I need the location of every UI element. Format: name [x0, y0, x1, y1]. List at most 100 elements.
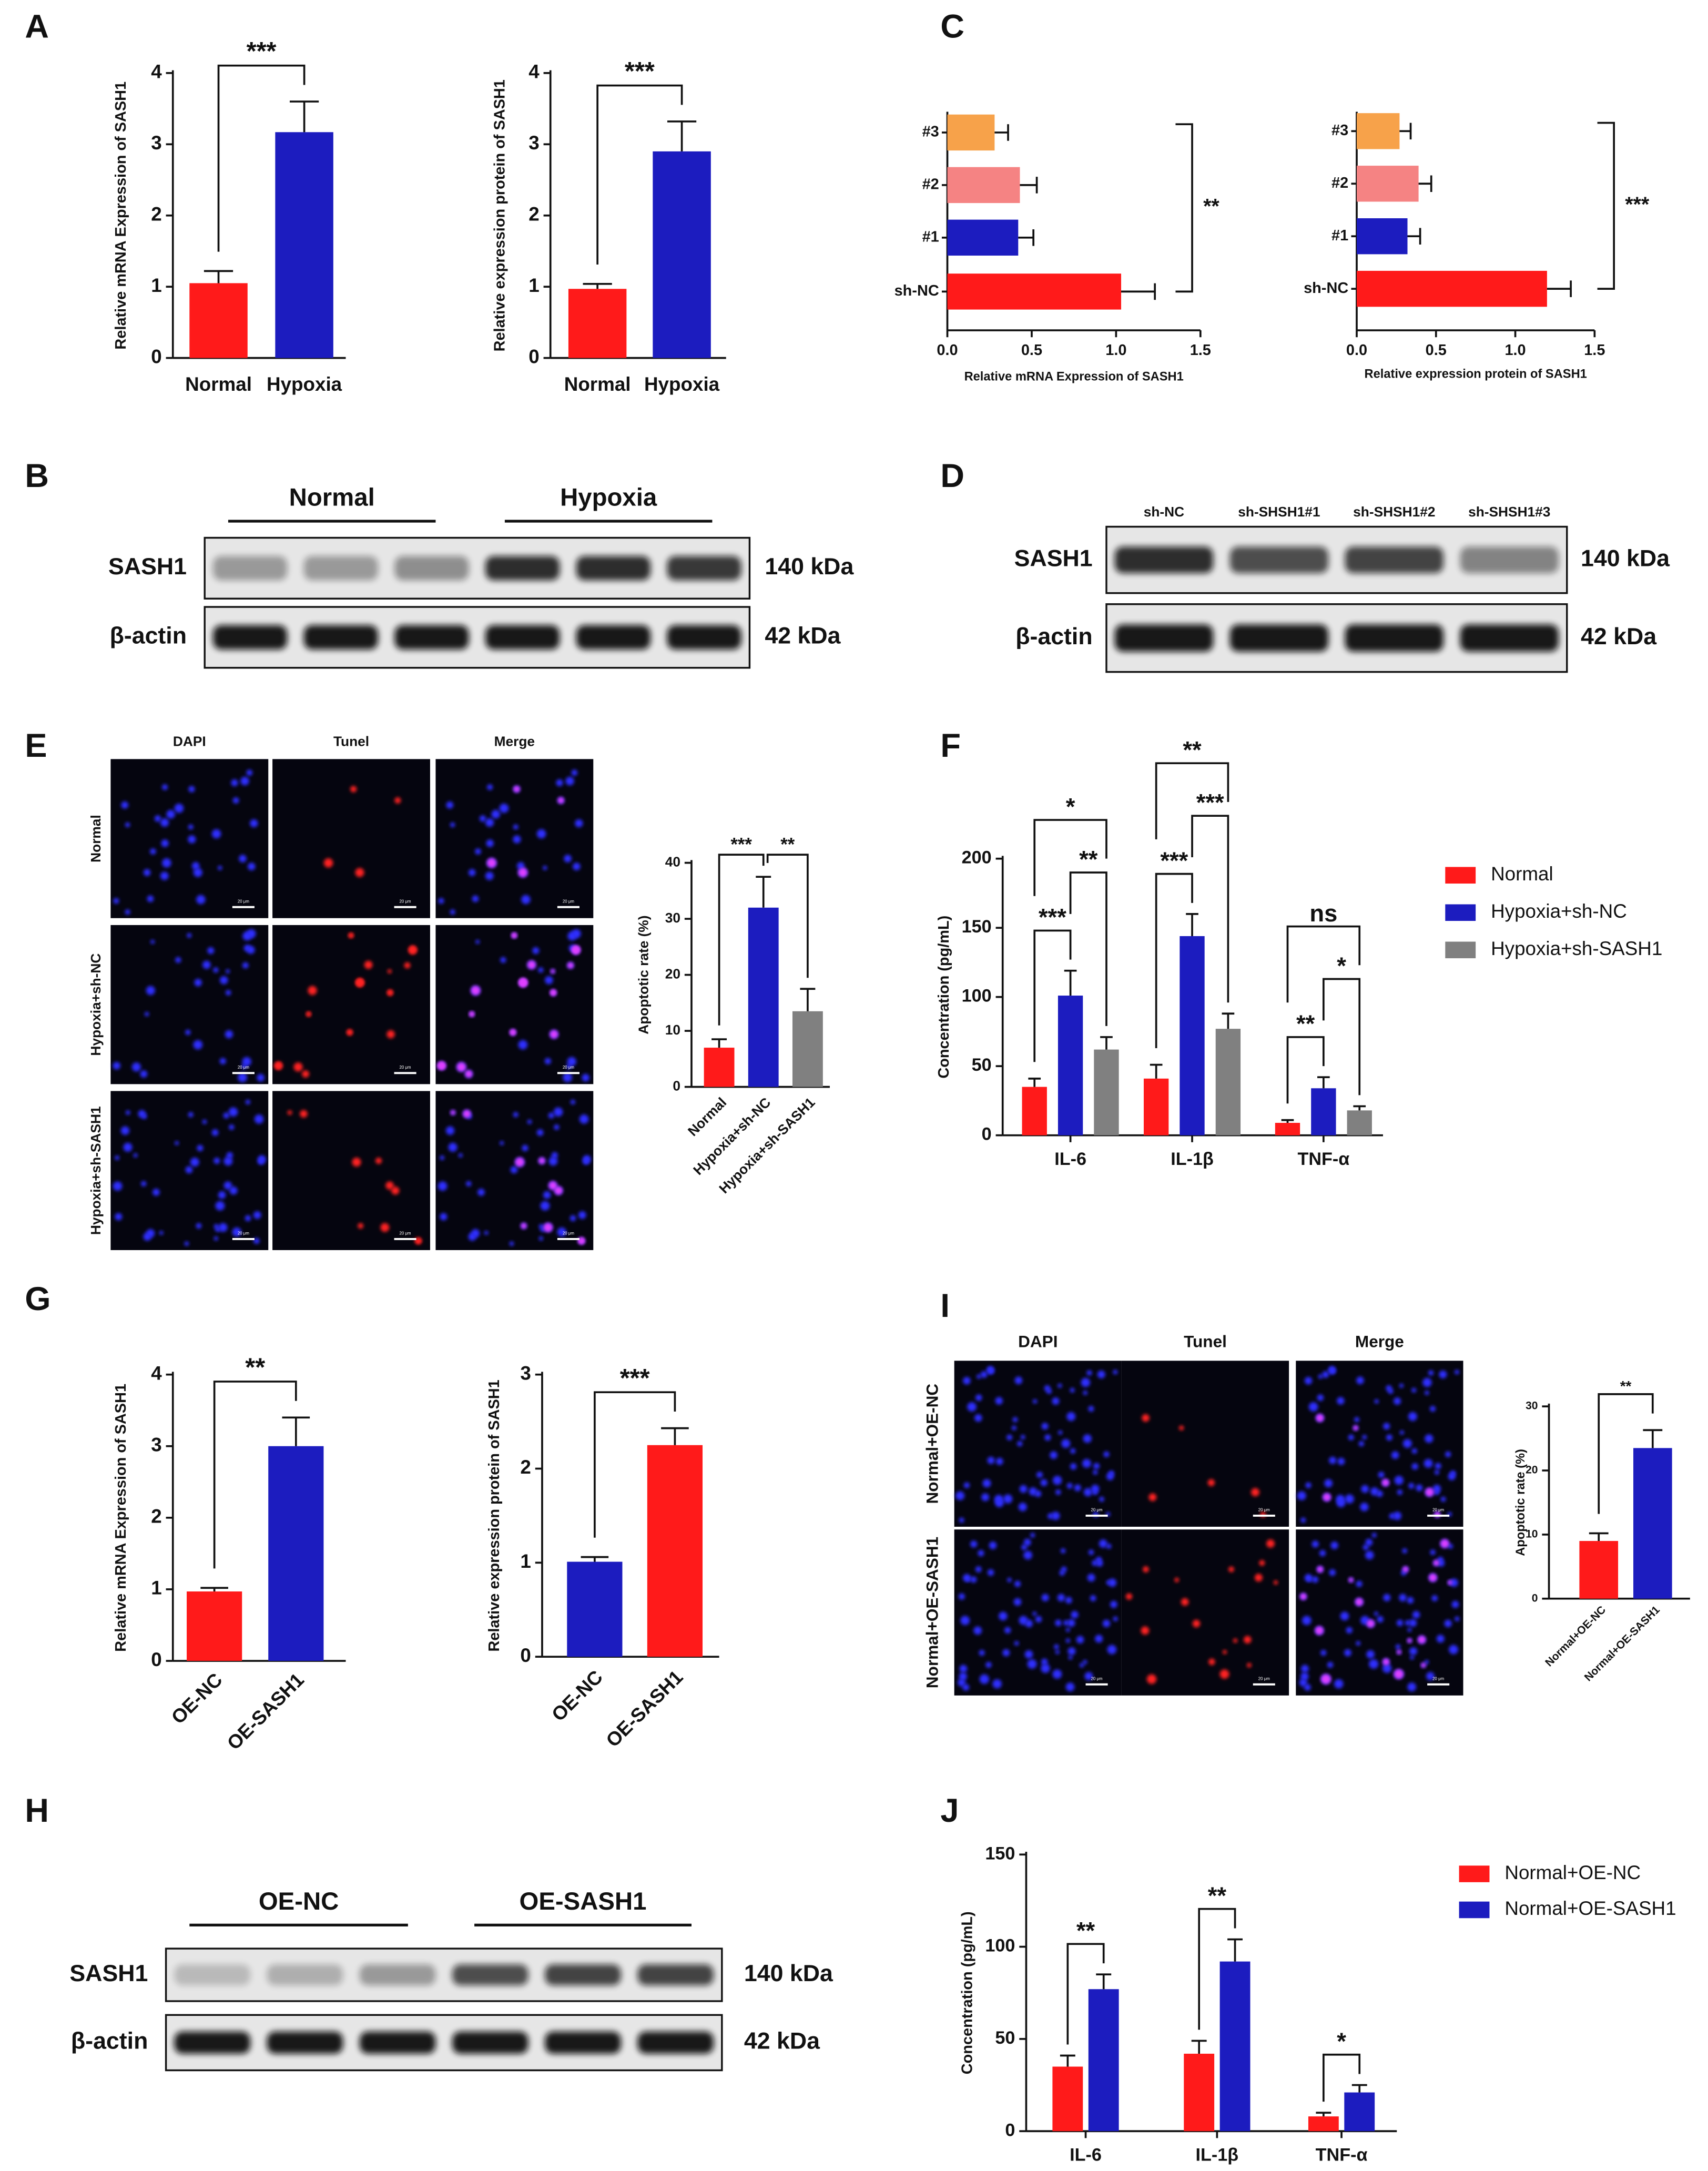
column-label: Merge [1355, 1332, 1404, 1351]
y-tick-label: 1 [151, 1577, 161, 1599]
cell [1429, 1406, 1436, 1412]
cell [1003, 1494, 1013, 1504]
cell [1363, 1544, 1369, 1550]
cell [356, 979, 364, 987]
cell [1394, 1669, 1404, 1679]
cell [214, 1158, 220, 1164]
cell [458, 1153, 463, 1158]
cell [487, 784, 493, 790]
cell [1023, 1538, 1031, 1546]
cell [572, 946, 580, 954]
cell [1006, 1434, 1013, 1440]
y-tick-label: 10 [665, 1022, 680, 1038]
blot-band [359, 1964, 436, 1986]
cell [1393, 1511, 1402, 1520]
cell [960, 1616, 970, 1626]
cell [197, 1144, 204, 1152]
bar [947, 167, 1020, 204]
cell [513, 1112, 518, 1118]
cell [448, 1142, 458, 1152]
bar [1275, 1123, 1300, 1135]
scale-bar-label: 20 μm [400, 1065, 411, 1070]
cell [518, 868, 527, 877]
significance-bracket [1155, 762, 1229, 839]
cell [1083, 1488, 1092, 1497]
cell [254, 1114, 264, 1124]
cell [527, 1119, 532, 1124]
cell [987, 1569, 994, 1576]
y-tick-label: 150 [962, 917, 992, 937]
cell [1399, 1594, 1407, 1602]
cell [1436, 1635, 1445, 1643]
cell [538, 1158, 545, 1164]
cell [995, 1397, 1003, 1405]
cell [113, 898, 119, 904]
micrograph [1296, 1529, 1463, 1696]
panel-label: J [940, 1792, 959, 1829]
cell [1445, 1451, 1451, 1457]
cell [1046, 1388, 1052, 1394]
legend-swatch [1445, 941, 1476, 959]
cell [1019, 1485, 1028, 1493]
cell [1365, 1550, 1374, 1560]
cell [391, 1186, 400, 1195]
cell [1060, 1548, 1066, 1554]
x-tick-label: 1.5 [1190, 342, 1211, 359]
cell [985, 1661, 992, 1668]
cell [1032, 1399, 1038, 1404]
bar [1180, 936, 1205, 1135]
protein-label: β-actin [1015, 624, 1092, 650]
y-tick-label: 200 [962, 848, 992, 868]
y-tick-label: 4 [151, 1362, 162, 1384]
cell [543, 866, 547, 870]
y-axis-label: Relative mRNA Expression of SASH1 [113, 82, 129, 350]
significance-label: ns [1309, 900, 1337, 927]
cell [1408, 1483, 1415, 1489]
cell [160, 871, 169, 880]
cell [1408, 1412, 1417, 1421]
cell [355, 868, 364, 877]
cell [999, 1611, 1008, 1621]
cell [123, 1142, 133, 1152]
cell [188, 1112, 194, 1118]
cell [218, 1191, 226, 1199]
blot-band [485, 556, 560, 581]
cell [970, 1540, 978, 1548]
x-tick-label: OE-SASH1 [602, 1666, 687, 1751]
cell [113, 1062, 121, 1070]
cell [979, 1674, 989, 1684]
y-tick-label: 30 [1526, 1400, 1538, 1412]
cell [257, 1158, 265, 1165]
cell [1066, 1412, 1076, 1421]
cell [1143, 1566, 1149, 1573]
x-tick-label: IL-1β [1196, 2145, 1239, 2165]
cell [1334, 1679, 1344, 1689]
cell [1219, 1669, 1229, 1679]
cell [1382, 1663, 1392, 1673]
cell [185, 1166, 193, 1174]
blot-band [485, 625, 560, 650]
y-tick-label: 0 [528, 346, 539, 367]
cell [521, 1223, 527, 1229]
cell [1054, 1644, 1059, 1650]
cell [570, 1099, 576, 1105]
cell [1451, 1600, 1459, 1608]
cell [513, 824, 518, 830]
bar [275, 132, 333, 358]
cell [1007, 1577, 1012, 1582]
cell [980, 1371, 988, 1378]
cell [1367, 1619, 1375, 1628]
cell [1058, 1430, 1063, 1435]
cell [1317, 1566, 1324, 1573]
cell [1329, 1569, 1336, 1576]
legend-label: Normal+OE-SASH1 [1504, 1898, 1676, 1919]
cell [404, 962, 411, 969]
cell [1317, 1394, 1324, 1401]
cell [1259, 1560, 1265, 1566]
y-tick-label: 0 [1532, 1592, 1538, 1604]
cell [1044, 1434, 1051, 1441]
x-tick-label: OE-NC [167, 1669, 227, 1728]
cell [213, 967, 219, 973]
cell [1052, 1669, 1062, 1679]
bar [187, 1591, 242, 1661]
